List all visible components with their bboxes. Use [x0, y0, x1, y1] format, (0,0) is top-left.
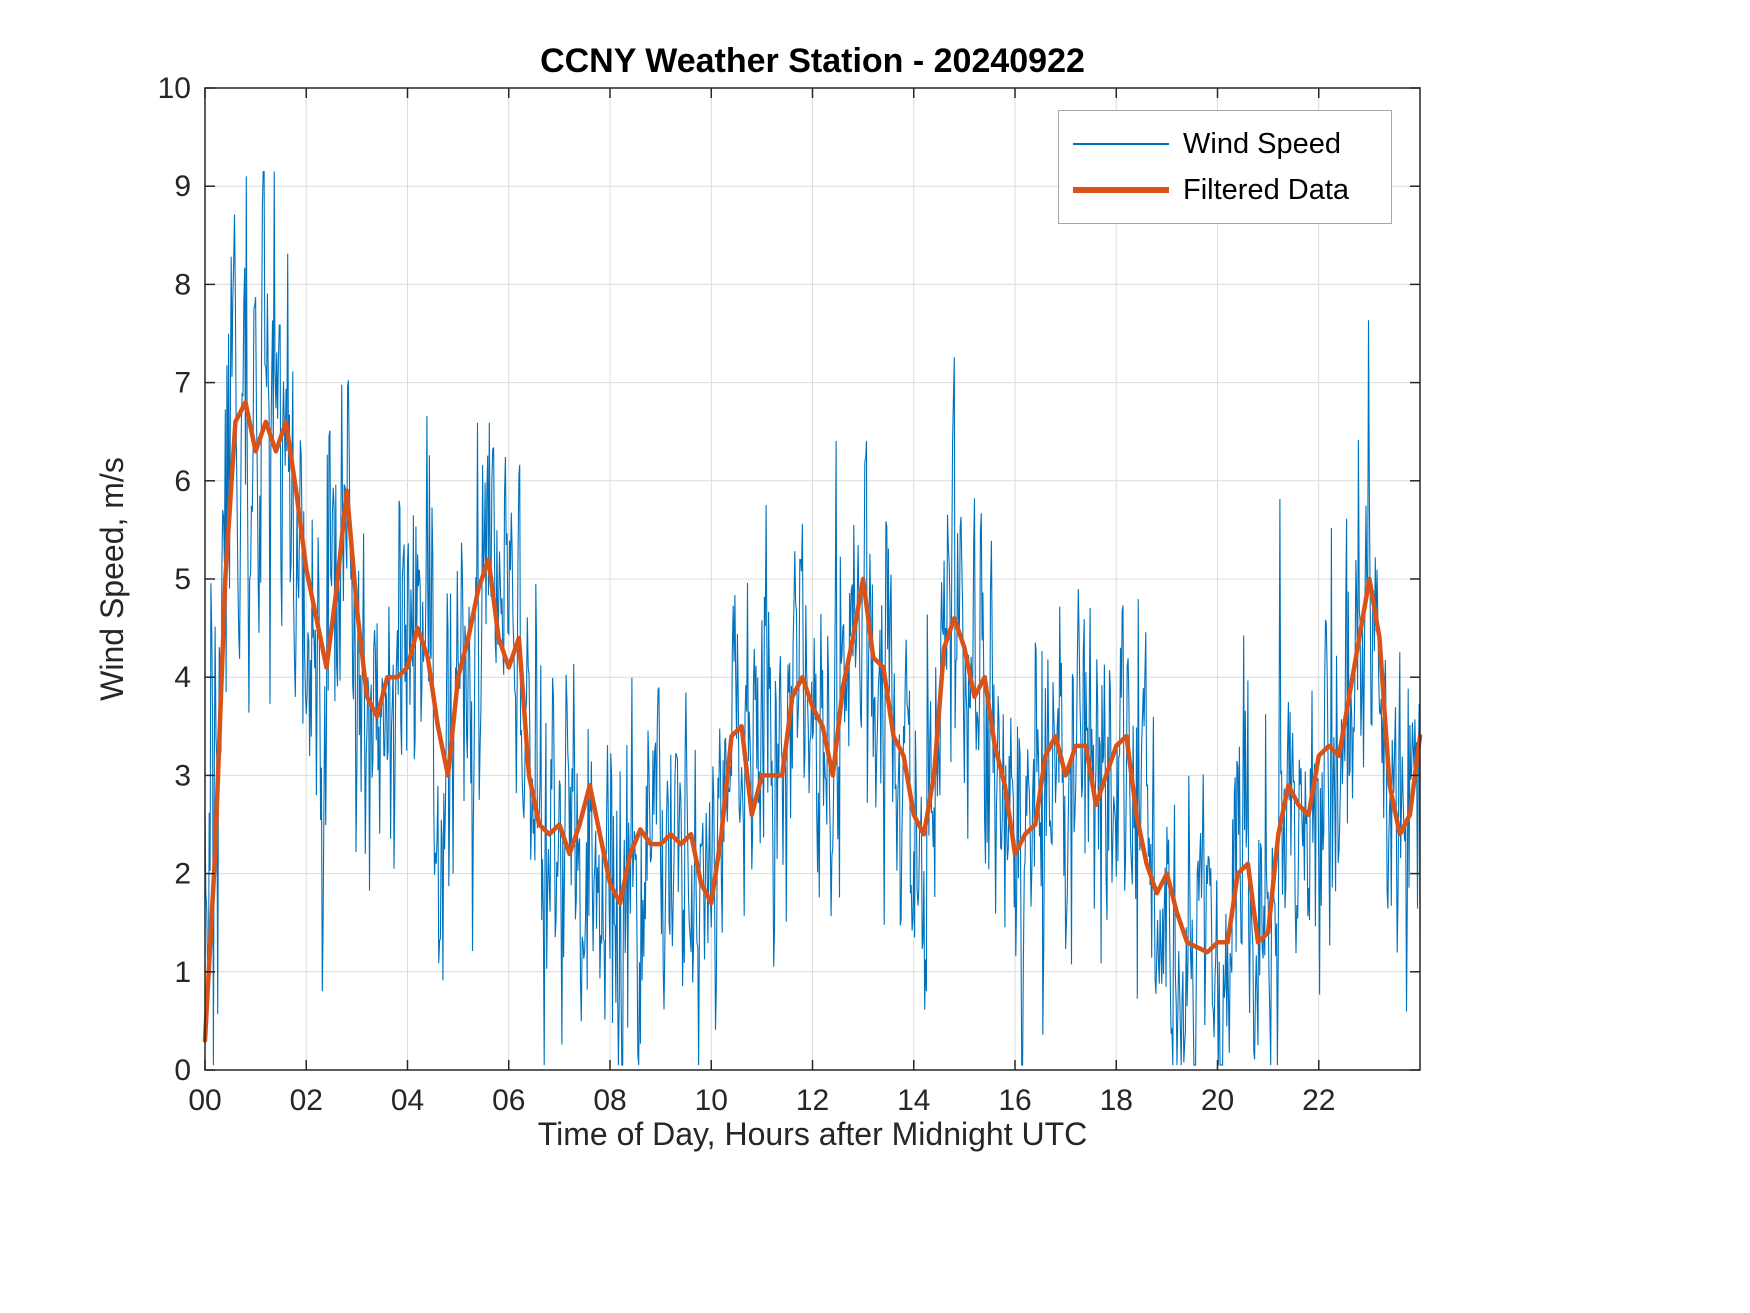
x-tick-label: 10 [695, 1084, 728, 1117]
x-tick-label: 06 [492, 1084, 525, 1117]
chart-title: CCNY Weather Station - 20240922 [540, 42, 1085, 80]
y-tick-labels: 0 1 2 3 4 5 6 7 8 9 10 [158, 72, 191, 1087]
x-tick-label: 00 [188, 1084, 221, 1117]
y-tick-label: 9 [174, 170, 191, 203]
x-tick-label: 22 [1302, 1084, 1335, 1117]
y-tick-label: 3 [174, 759, 191, 792]
x-tick-label: 16 [998, 1084, 1031, 1117]
x-tick-label: 20 [1201, 1084, 1234, 1117]
x-tick-label: 18 [1100, 1084, 1133, 1117]
x-tick-label: 08 [593, 1084, 626, 1117]
legend-entry-wind-speed: Wind Speed [1073, 121, 1377, 167]
y-tick-label: 1 [174, 956, 191, 989]
x-tick-label: 04 [391, 1084, 424, 1117]
legend: Wind Speed Filtered Data [1058, 110, 1392, 224]
axis-ticks [204, 87, 1420, 1071]
filtered-data-legend-label: Filtered Data [1183, 173, 1350, 206]
y-tick-label: 10 [158, 72, 191, 105]
y-tick-label: 5 [174, 563, 191, 596]
x-tick-label: 02 [290, 1084, 323, 1117]
x-tick-label: 14 [897, 1084, 930, 1117]
wind-speed-line [204, 170, 1421, 1066]
legend-entry-filtered-data: Filtered Data [1073, 167, 1377, 213]
y-tick-label: 2 [174, 858, 191, 891]
y-tick-label: 7 [174, 367, 191, 400]
y-tick-label: 6 [174, 465, 191, 498]
filtered-data-line-sample [1073, 187, 1169, 193]
filtered-data-line [202, 399, 1423, 1043]
x-axis-label: Time of Day, Hours after Midnight UTC [537, 1116, 1088, 1152]
y-tick-label: 8 [174, 268, 191, 301]
x-tick-label: 12 [796, 1084, 829, 1117]
y-tick-label: 0 [174, 1054, 191, 1087]
y-tick-label: 4 [174, 661, 191, 694]
x-tick-labels: 00 02 04 06 08 10 12 14 16 18 20 22 [188, 1084, 1335, 1117]
grid-lines [205, 88, 1420, 1070]
wind-speed-legend-label: Wind Speed [1183, 127, 1341, 160]
wind-speed-line-sample [1073, 143, 1169, 145]
